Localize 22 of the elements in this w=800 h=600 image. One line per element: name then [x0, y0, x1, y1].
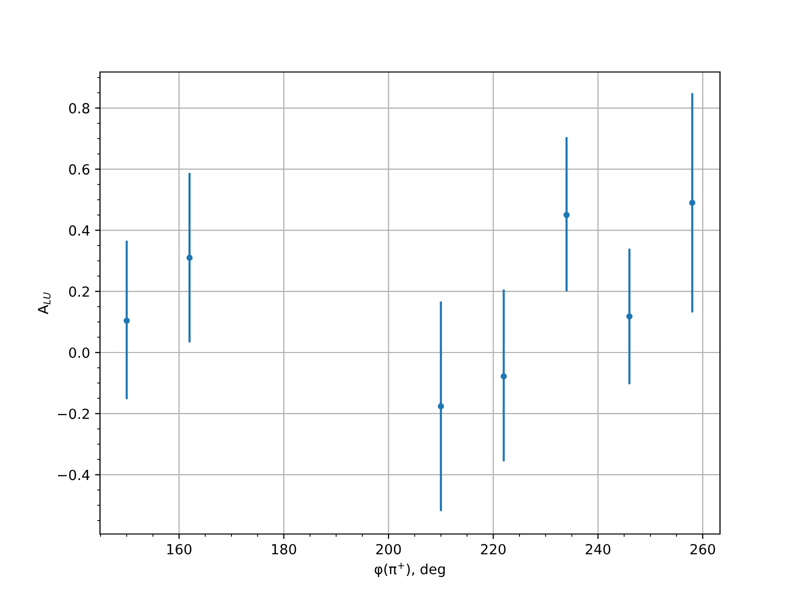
point — [500, 373, 507, 380]
y-tick-label: −0.2 — [58, 408, 89, 420]
x-tick-label: 260 — [690, 544, 716, 554]
point — [689, 200, 696, 206]
x-axis-title: φ(π$^{+}$), deg — [374, 562, 445, 578]
point — [438, 403, 444, 410]
y-tick-label: 0.2 — [69, 286, 89, 297]
y-tick-label: 0.8 — [69, 103, 90, 114]
x-tick-label: 180 — [272, 544, 296, 554]
y-tick-label: 0.4 — [69, 225, 90, 236]
x-tick-label: 240 — [586, 544, 610, 554]
x-tick-label: 160 — [167, 544, 192, 554]
point — [186, 254, 193, 261]
point — [124, 318, 130, 324]
x-tick-label: 200 — [376, 544, 401, 554]
point — [563, 212, 570, 218]
y-tick-label: 0.0 — [69, 347, 90, 358]
point — [626, 313, 633, 320]
y-axis-title: A$_{LU}$ — [38, 292, 51, 314]
y-tick-label: −0.4 — [58, 470, 90, 480]
y-tick-label: 0.6 — [69, 164, 90, 175]
x-tick-label: 220 — [481, 544, 506, 554]
